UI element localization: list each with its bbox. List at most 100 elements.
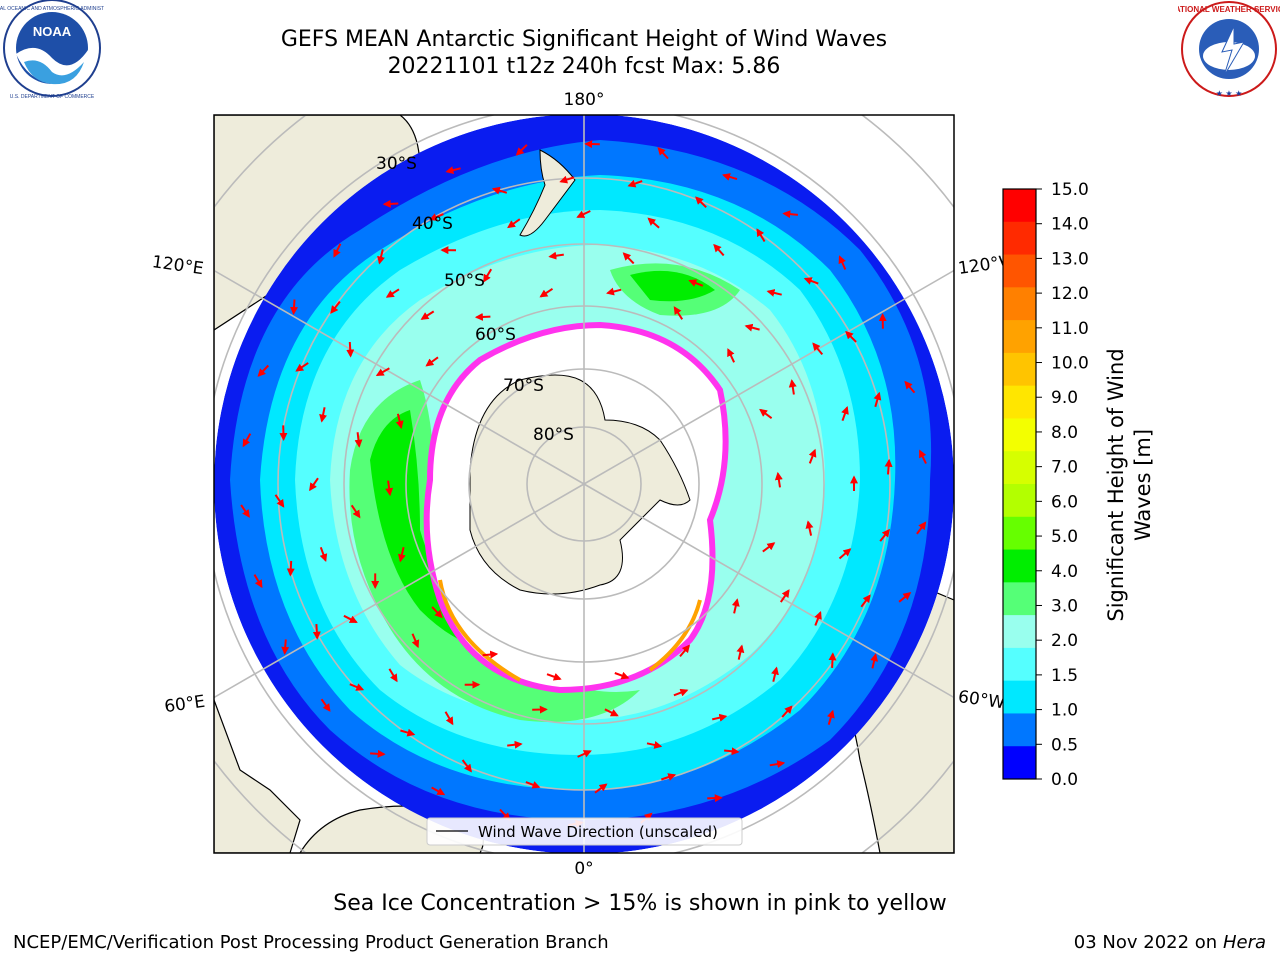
wind-wave-arrow bbox=[349, 683, 365, 691]
wind-wave-arrow bbox=[845, 330, 857, 343]
lat-label-70s: 70°S bbox=[503, 376, 544, 396]
wind-wave-arrow bbox=[515, 144, 528, 156]
colorbar-bin bbox=[1003, 549, 1036, 583]
wind-wave-arrow bbox=[375, 367, 390, 377]
wind-wave-arrow bbox=[539, 287, 554, 298]
wind-wave-arrow bbox=[779, 589, 790, 603]
wind-wave-arrow bbox=[482, 650, 499, 659]
wind-wave-arrow bbox=[382, 199, 399, 208]
wind-wave-arrow bbox=[759, 408, 773, 420]
svg-text:NATIONAL WEATHER SERVICE: NATIONAL WEATHER SERVICE bbox=[1178, 5, 1280, 14]
wind-wave-arrow bbox=[444, 711, 454, 726]
wind-wave-arrow bbox=[395, 413, 404, 429]
colorbar-bin bbox=[1003, 647, 1036, 682]
colorbar-bin bbox=[1003, 582, 1036, 616]
colorbar-bin bbox=[1003, 287, 1036, 321]
wind-wave-arrow bbox=[803, 277, 819, 285]
wind-wave-arrow bbox=[673, 688, 689, 697]
wind-wave-arrow bbox=[253, 574, 263, 589]
wind-wave-arrow bbox=[879, 528, 890, 542]
colorbar-tick-label: 5.0 bbox=[1051, 527, 1078, 547]
wind-wave-arrow bbox=[771, 666, 779, 682]
wind-wave-arrow bbox=[781, 705, 793, 718]
wind-wave-arrow bbox=[320, 698, 331, 712]
wind-wave-arrow bbox=[411, 633, 420, 649]
wind-wave-arrow bbox=[346, 341, 355, 358]
colorbar-bin bbox=[1003, 680, 1036, 714]
wind-wave-arrow bbox=[576, 210, 591, 218]
colorbar-bin bbox=[1003, 189, 1036, 223]
wind-wave-arrow bbox=[594, 783, 608, 794]
map-legend: Wind Wave Direction (unscaled) bbox=[426, 817, 743, 846]
wind-wave-arrow bbox=[385, 480, 394, 497]
lon-label-60w: 60°W bbox=[957, 687, 1006, 713]
colorbar-label-line1: Significant Height of Wind bbox=[1104, 348, 1128, 621]
wind-wave-arrow bbox=[838, 548, 852, 560]
colorbar-tick-label: 14.0 bbox=[1051, 215, 1089, 235]
wind-wave-arrow bbox=[647, 217, 660, 229]
credit-text: NCEP/EMC/Verification Post Processing Pr… bbox=[13, 932, 609, 953]
wind-wave-arrow bbox=[483, 268, 493, 283]
map-title: GEFS MEAN Antarctic Significant Height o… bbox=[280, 27, 888, 52]
wind-wave-arrow bbox=[330, 300, 341, 314]
colorbar-bin bbox=[1003, 221, 1036, 256]
nws-logo: NATIONAL WEATHER SERVICE ★ ★ ★ bbox=[1178, 1, 1280, 98]
wind-wave-arrow bbox=[695, 196, 707, 209]
date-text: 03 Nov 2022 on bbox=[1073, 932, 1218, 953]
colorbar-label-line2: Waves [m] bbox=[1131, 429, 1155, 541]
new-zealand bbox=[519, 149, 576, 237]
lat-label-80s: 80°S bbox=[533, 425, 574, 445]
wind-wave-arrow bbox=[559, 175, 575, 184]
legend-label: Wind Wave Direction (unscaled) bbox=[478, 823, 718, 841]
colorbar-tick-label: 3.0 bbox=[1051, 596, 1078, 616]
host-name: Hera bbox=[1222, 932, 1266, 953]
colorbar-tick-label: 12.0 bbox=[1051, 284, 1089, 304]
colorbar-bin bbox=[1003, 451, 1036, 485]
wind-wave-arrow bbox=[397, 546, 406, 563]
wind-wave-arrow bbox=[756, 228, 766, 243]
wind-wave-arrow bbox=[774, 471, 783, 488]
wind-wave-arrow bbox=[827, 709, 835, 725]
colorbar-tick-label: 8.0 bbox=[1051, 423, 1078, 443]
wind-wave-arrow bbox=[431, 786, 446, 796]
wind-wave-arrow bbox=[240, 504, 250, 518]
colorbar-tick-label: 11.0 bbox=[1051, 319, 1089, 339]
wind-wave-arrow bbox=[343, 614, 358, 624]
wind-wave-arrow bbox=[884, 458, 893, 475]
colorbar-bin bbox=[1003, 418, 1036, 452]
svg-text:NOAA: NOAA bbox=[33, 24, 72, 39]
wind-wave-arrow bbox=[838, 255, 847, 270]
wind-wave-arrow bbox=[673, 306, 684, 320]
wind-wave-arrow bbox=[548, 251, 564, 260]
wind-wave-arrow bbox=[727, 348, 736, 363]
wind-wave-arrow bbox=[657, 147, 669, 160]
wind-wave-arrow bbox=[350, 504, 361, 519]
wind-wave-arrow bbox=[805, 520, 814, 536]
wind-wave-arrow bbox=[388, 668, 398, 683]
wind-wave-arrow bbox=[916, 521, 927, 535]
colorbar-tick-label: 13.0 bbox=[1051, 249, 1089, 269]
wind-wave-arrow bbox=[281, 639, 290, 655]
colorbar-tick-label: 0.5 bbox=[1051, 735, 1078, 755]
colorbar-bin bbox=[1003, 254, 1036, 288]
colorbar-bin bbox=[1003, 352, 1036, 387]
antarctica bbox=[469, 374, 691, 595]
wind-wave-arrow bbox=[525, 781, 541, 789]
colorbar-tick-label: 4.0 bbox=[1051, 562, 1078, 582]
wind-wave-arrow bbox=[713, 243, 725, 257]
wind-wave-arrow bbox=[918, 449, 927, 464]
date-stamp: 03 Nov 2022 on Hera bbox=[1074, 932, 1266, 953]
sea-ice-caption: Sea Ice Concentration > 15% is shown in … bbox=[333, 891, 947, 916]
lon-label-180: 180° bbox=[564, 90, 605, 110]
wind-wave-arrow bbox=[788, 379, 797, 395]
wind-wave-arrow bbox=[257, 364, 270, 377]
wind-wave-arrow bbox=[400, 728, 416, 737]
wind-wave-arrow bbox=[429, 213, 444, 221]
colorbar-bin bbox=[1003, 713, 1036, 747]
lat-label-40s: 40°S bbox=[412, 214, 453, 234]
colorbar-bin bbox=[1003, 615, 1036, 649]
wind-wave-arrow bbox=[474, 312, 491, 321]
wind-wave-arrow bbox=[766, 289, 782, 297]
colorbar-bin bbox=[1003, 385, 1036, 419]
svg-text:U.S. DEPARTMENT OF COMMERCE: U.S. DEPARTMENT OF COMMERCE bbox=[10, 94, 95, 100]
